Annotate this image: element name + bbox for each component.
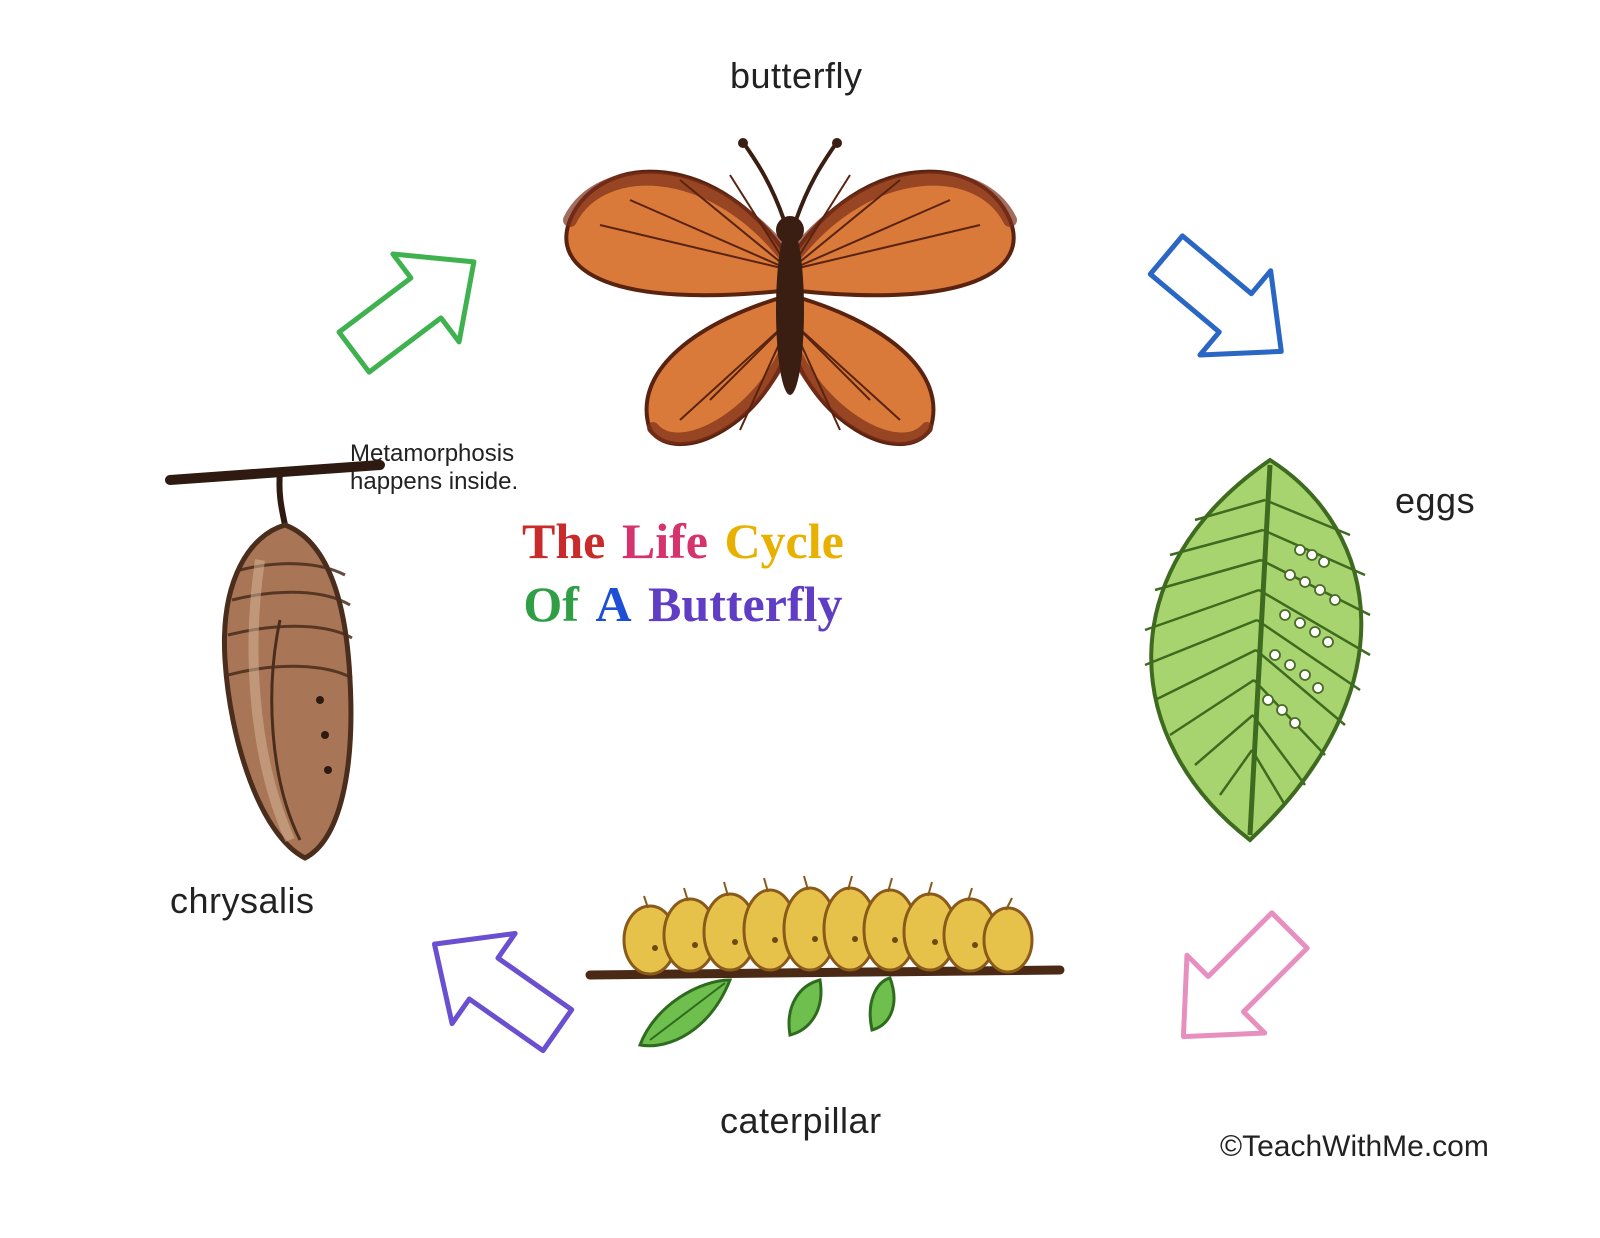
title-word-the: The [520,510,607,573]
label-butterfly: butterfly [730,55,863,97]
arrow-chrysalis-to-butterfly [300,200,520,420]
title-word-butterfly: Butterfly [646,573,844,636]
butterfly-icon [540,110,1040,470]
caterpillar-icon [560,830,1080,1070]
label-caterpillar: caterpillar [720,1100,882,1142]
title-word-a: A [593,573,633,636]
chrysalis-icon [150,440,430,880]
leaf-eggs-icon [1050,440,1450,860]
title-word-of: Of [521,573,581,636]
copyright-text: ©TeachWithMe.com [1220,1130,1489,1164]
label-chrysalis: chrysalis [170,880,315,922]
title-word-cycle: Cycle [722,510,845,573]
arrow-butterfly-to-eggs [1110,190,1330,410]
diagram-title: The Life Cycle Of A Butterfly [520,510,846,635]
arrow-eggs-to-caterpillar [1130,870,1350,1090]
title-word-life: Life [620,510,710,573]
